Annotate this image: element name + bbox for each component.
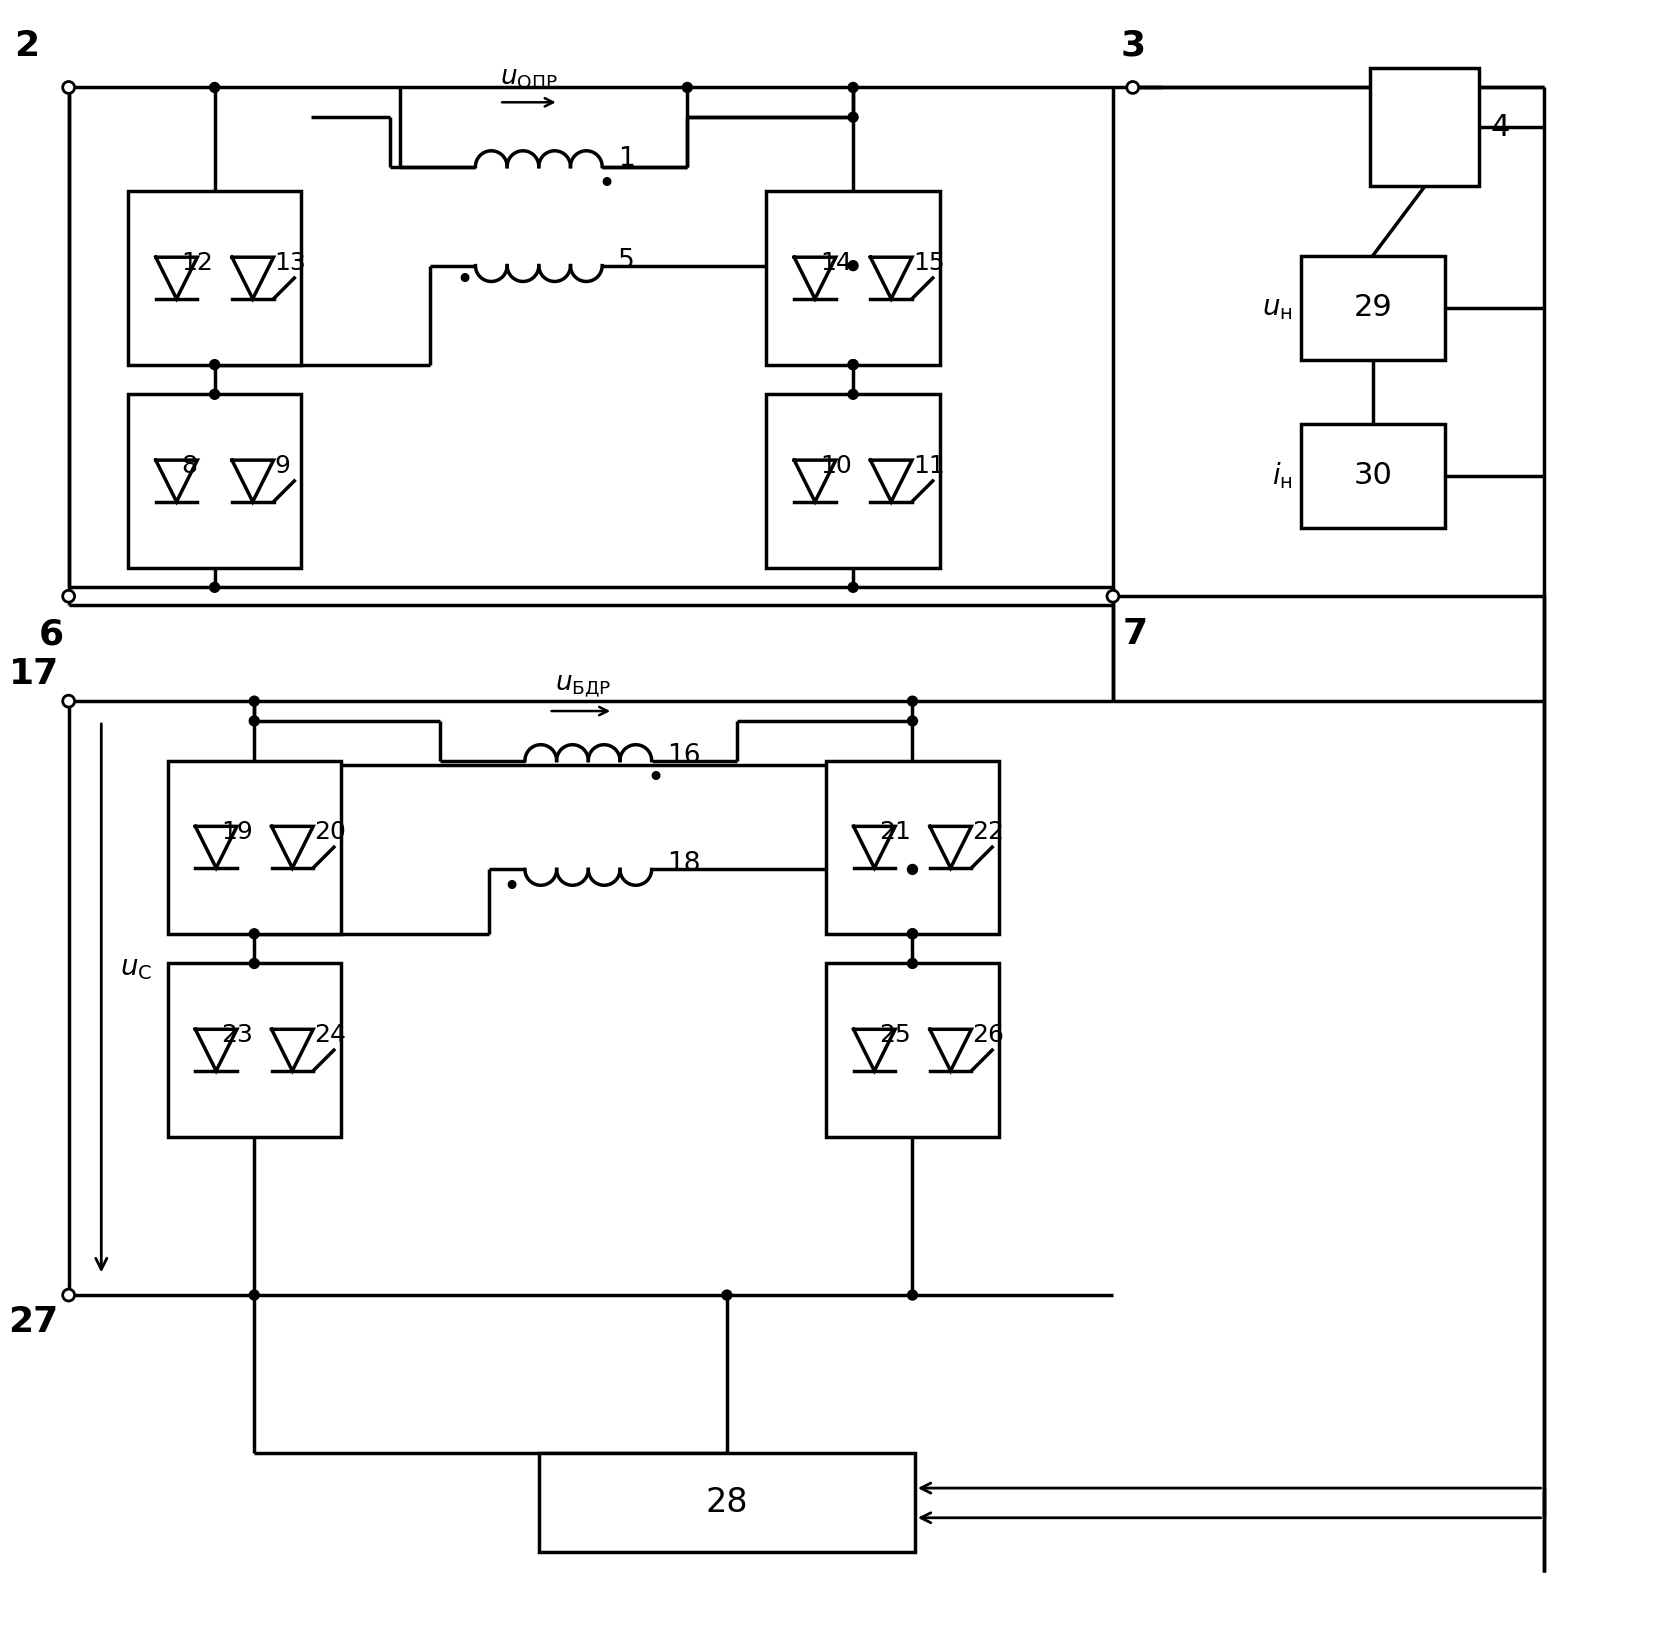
Text: 16: 16 <box>667 742 701 768</box>
Text: •: • <box>597 169 615 198</box>
Circle shape <box>848 112 858 122</box>
Bar <box>129 192 301 364</box>
Text: 8: 8 <box>182 454 197 478</box>
Text: 7: 7 <box>1124 617 1149 651</box>
Circle shape <box>848 582 858 592</box>
Circle shape <box>848 360 858 369</box>
Text: 2: 2 <box>13 29 38 63</box>
Text: 15: 15 <box>913 251 945 275</box>
Circle shape <box>908 929 918 939</box>
Text: $u_\mathrm{н}$: $u_\mathrm{н}$ <box>1262 294 1292 322</box>
Circle shape <box>64 1289 75 1302</box>
Text: 27: 27 <box>8 1305 59 1339</box>
Bar <box>129 394 301 568</box>
Text: 29: 29 <box>1353 293 1393 322</box>
Text: 21: 21 <box>879 820 911 844</box>
Circle shape <box>908 696 918 706</box>
Bar <box>1301 425 1445 527</box>
Circle shape <box>249 696 259 706</box>
Circle shape <box>249 716 259 726</box>
Circle shape <box>682 83 692 93</box>
Text: 18: 18 <box>667 851 701 877</box>
Text: 22: 22 <box>973 820 1005 844</box>
Text: 24: 24 <box>314 1023 346 1048</box>
Circle shape <box>722 1290 732 1300</box>
Circle shape <box>249 958 259 968</box>
Text: 6: 6 <box>38 617 64 651</box>
Circle shape <box>848 360 858 369</box>
Circle shape <box>209 582 219 592</box>
Circle shape <box>908 1290 918 1300</box>
Circle shape <box>209 360 219 369</box>
Text: $u_\mathrm{ОПР}$: $u_\mathrm{ОПР}$ <box>500 65 558 91</box>
Text: 12: 12 <box>182 251 214 275</box>
Circle shape <box>1107 591 1119 602</box>
Text: 14: 14 <box>819 251 851 275</box>
Text: 4: 4 <box>1491 112 1510 142</box>
Circle shape <box>209 83 219 93</box>
Bar <box>167 760 341 934</box>
Text: 20: 20 <box>314 820 346 844</box>
Text: 13: 13 <box>274 251 306 275</box>
Bar <box>766 192 940 364</box>
Text: 30: 30 <box>1353 462 1393 490</box>
Circle shape <box>64 81 75 93</box>
Text: $i_\mathrm{н}$: $i_\mathrm{н}$ <box>1272 460 1292 491</box>
Circle shape <box>908 864 918 874</box>
Bar <box>538 1453 915 1552</box>
Text: $u_\mathrm{С}$: $u_\mathrm{С}$ <box>120 955 152 983</box>
Text: •: • <box>647 763 665 792</box>
Text: 23: 23 <box>221 1023 252 1048</box>
Bar <box>1371 68 1480 187</box>
Circle shape <box>209 389 219 399</box>
Bar <box>167 963 341 1137</box>
Circle shape <box>848 83 858 93</box>
Text: 5: 5 <box>619 247 635 273</box>
Text: 28: 28 <box>706 1487 747 1520</box>
Text: 11: 11 <box>913 454 945 478</box>
Circle shape <box>848 260 858 270</box>
Text: 25: 25 <box>879 1023 911 1048</box>
Circle shape <box>64 591 75 602</box>
Text: 1: 1 <box>619 146 635 172</box>
Bar <box>826 963 1000 1137</box>
Circle shape <box>908 929 918 939</box>
Bar <box>766 394 940 568</box>
Text: 19: 19 <box>221 820 252 844</box>
Text: •: • <box>502 872 520 901</box>
Text: •: • <box>455 265 473 294</box>
Text: $u_\mathrm{БДР}$: $u_\mathrm{БДР}$ <box>555 674 612 700</box>
Text: 3: 3 <box>1120 29 1145 63</box>
Circle shape <box>249 929 259 939</box>
Text: 17: 17 <box>8 657 59 691</box>
Bar <box>826 760 1000 934</box>
Bar <box>1301 255 1445 360</box>
Circle shape <box>908 958 918 968</box>
Circle shape <box>64 695 75 708</box>
Circle shape <box>848 389 858 399</box>
Text: 10: 10 <box>819 454 851 478</box>
Text: 26: 26 <box>973 1023 1005 1048</box>
Circle shape <box>1127 81 1139 93</box>
Circle shape <box>249 1290 259 1300</box>
Text: 9: 9 <box>274 454 291 478</box>
Circle shape <box>908 716 918 726</box>
